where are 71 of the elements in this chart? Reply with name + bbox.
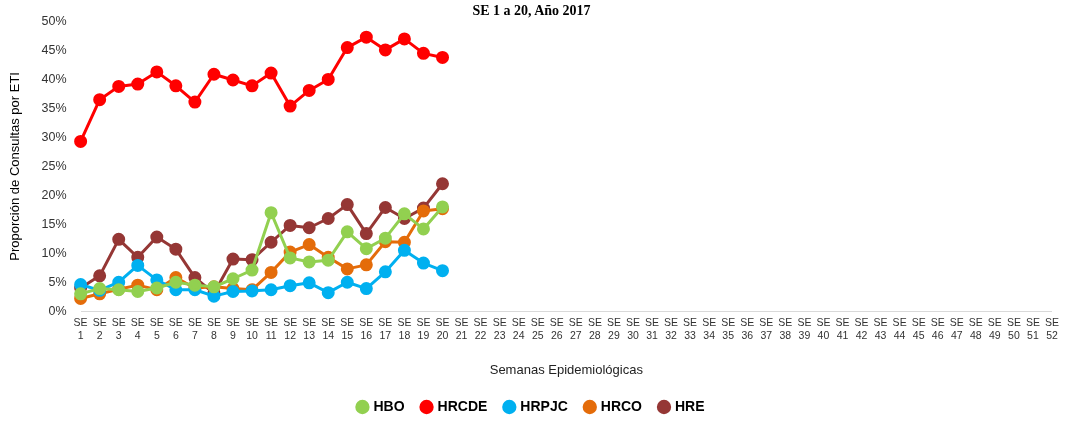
y-tick-label: 5% bbox=[48, 274, 67, 289]
x-tick-label: SE 3 bbox=[111, 316, 126, 341]
x-tick-label: SE 20 bbox=[435, 316, 450, 341]
y-tick-label: 10% bbox=[41, 245, 67, 260]
x-tick-label: SE 43 bbox=[873, 316, 888, 341]
x-tick-label: SE 47 bbox=[949, 316, 964, 341]
x-tick-label: SE 13 bbox=[302, 316, 317, 341]
y-tick-label: 30% bbox=[41, 129, 67, 144]
x-tick-label: SE 18 bbox=[397, 316, 412, 341]
x-tick-label: SE 11 bbox=[264, 316, 279, 341]
x-tick-label: SE 39 bbox=[797, 316, 812, 341]
x-tick-label: SE 46 bbox=[930, 316, 945, 341]
legend-label: HRPJC bbox=[520, 397, 568, 414]
y-axis-title: Proporción de Consultas por ETI bbox=[7, 72, 23, 261]
x-tick-label: SE 27 bbox=[568, 316, 583, 341]
x-tick-label: SE 15 bbox=[340, 316, 355, 341]
x-tick-label: SE 38 bbox=[778, 316, 793, 341]
x-tick-label: SE 30 bbox=[625, 316, 640, 341]
x-tick-label: SE 4 bbox=[130, 316, 145, 341]
x-tick-label: SE 29 bbox=[606, 316, 621, 341]
x-tick-label: SE 10 bbox=[245, 316, 260, 341]
x-tick-label: SE 28 bbox=[587, 316, 602, 341]
x-axis-title: Semanas Epidemiológicas bbox=[489, 361, 644, 377]
x-tick-label: SE 49 bbox=[987, 316, 1002, 341]
x-tick-label: SE 35 bbox=[721, 316, 736, 341]
x-tick-label: SE 23 bbox=[492, 316, 507, 341]
x-tick-label: SE 44 bbox=[892, 316, 907, 341]
y-tick-label: 0% bbox=[48, 303, 67, 318]
x-tick-label: SE 32 bbox=[664, 316, 679, 341]
x-tick-label: SE 34 bbox=[702, 316, 717, 341]
x-tick-label: SE 24 bbox=[511, 316, 526, 341]
y-tick-label: 20% bbox=[41, 187, 67, 202]
x-tick-label: SE 48 bbox=[968, 316, 983, 341]
x-tick-label: SE 33 bbox=[683, 316, 698, 341]
x-tick-label: SE 5 bbox=[149, 316, 164, 341]
x-tick-label: SE 6 bbox=[168, 316, 183, 341]
x-tick-label: SE 1 bbox=[73, 316, 88, 341]
x-tick-label: SE 50 bbox=[1006, 316, 1021, 341]
x-tick-label: SE 12 bbox=[283, 316, 298, 341]
x-tick-label: SE 16 bbox=[359, 316, 374, 341]
legend-label: HRE bbox=[675, 397, 705, 414]
x-tick-label: SE 9 bbox=[225, 316, 240, 341]
x-tick-label: SE 36 bbox=[740, 316, 755, 341]
x-tick-label: SE 21 bbox=[454, 316, 469, 341]
x-tick-label: SE 25 bbox=[530, 316, 545, 341]
x-tick-label: SE 45 bbox=[911, 316, 926, 341]
legend-label: HBO bbox=[373, 397, 405, 414]
y-tick-label: 35% bbox=[41, 100, 67, 115]
chart-title: SE 1 a 20, Año 2017 bbox=[472, 2, 591, 18]
x-tick-label: SE 40 bbox=[816, 316, 831, 341]
y-tick-label: 45% bbox=[41, 42, 67, 57]
x-tick-label: SE 22 bbox=[473, 316, 488, 341]
y-tick-label: 25% bbox=[41, 158, 67, 173]
y-tick-label: 15% bbox=[41, 216, 67, 231]
x-tick-label: SE 7 bbox=[187, 316, 202, 341]
x-tick-label: SE 51 bbox=[1025, 316, 1040, 341]
x-tick-label: SE 19 bbox=[416, 316, 431, 341]
x-tick-label: SE 26 bbox=[549, 316, 564, 341]
x-tick-label: SE 14 bbox=[321, 316, 336, 341]
x-tick-label: SE 31 bbox=[645, 316, 660, 341]
x-tick-label: SE 41 bbox=[835, 316, 850, 341]
y-tick-label: 50% bbox=[41, 13, 67, 28]
legend-label: HRCO bbox=[600, 397, 643, 414]
x-tick-label: SE 8 bbox=[206, 316, 221, 341]
x-tick-label: SE 17 bbox=[378, 316, 393, 341]
legend-label: HRCDE bbox=[437, 397, 488, 414]
x-tick-label: SE 37 bbox=[759, 316, 774, 341]
x-tick-label: SE 2 bbox=[92, 316, 107, 341]
x-tick-label: SE 42 bbox=[854, 316, 869, 341]
x-tick-label: SE 52 bbox=[1044, 316, 1059, 341]
y-tick-label: 40% bbox=[41, 71, 67, 86]
